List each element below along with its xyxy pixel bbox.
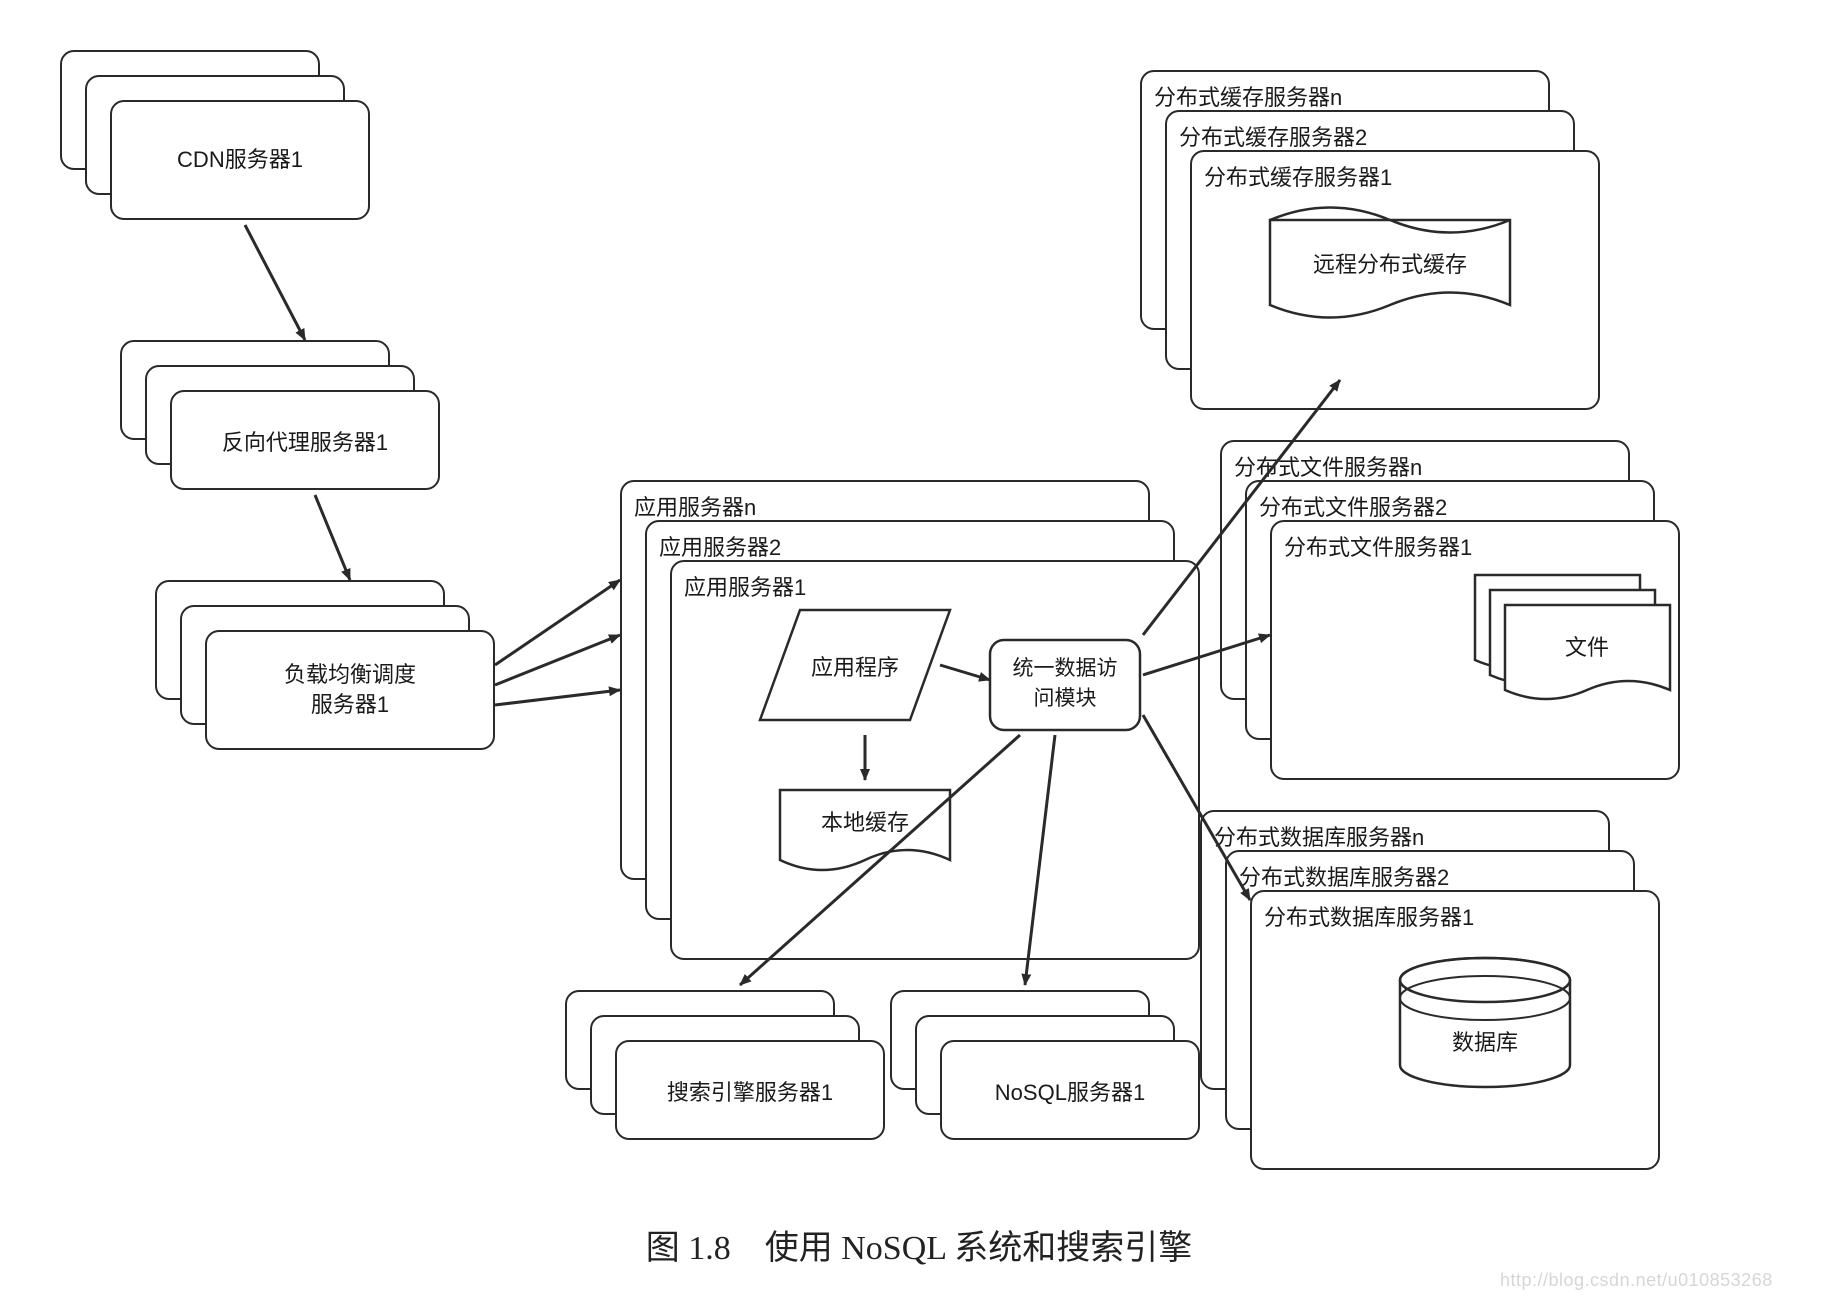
cache-label-1: 分布式缓存服务器1 [1204,160,1392,192]
cache-label-n: 分布式缓存服务器n [1154,80,1342,112]
node-file: 分布式文件服务器n 分布式文件服务器2 分布式文件服务器1 [1220,440,1680,750]
node-proxy: 反向代理服务器1 [120,340,440,490]
node-lb: 负载均衡调度 服务器1 [155,580,495,750]
search-label: 搜索引擎服务器1 [615,1078,885,1108]
cdn-label: CDN服务器1 [110,145,370,175]
app-label-1: 应用服务器1 [684,570,806,602]
file-label-1: 分布式文件服务器1 [1284,530,1472,562]
nosql-label: NoSQL服务器1 [940,1078,1200,1108]
db-label-2: 分布式数据库服务器2 [1239,860,1449,892]
node-db: 分布式数据库服务器n 分布式数据库服务器2 分布式数据库服务器1 [1200,810,1660,1140]
figure-caption: 图 1.8 使用 NoSQL 系统和搜索引擎 [20,1220,1818,1269]
file-label-n: 分布式文件服务器n [1234,450,1422,482]
node-app: 应用服务器n 应用服务器2 应用服务器1 [620,480,1200,930]
node-cache: 分布式缓存服务器n 分布式缓存服务器2 分布式缓存服务器1 [1140,70,1600,380]
watermark-text: http://blog.csdn.net/u010853268 [1500,1270,1773,1291]
app-label-n: 应用服务器n [634,490,756,522]
diagram-canvas: CDN服务器1 反向代理服务器1 负载均衡调度 服务器1 应用服务器n 应用服务… [20,20,1818,1296]
node-search: 搜索引擎服务器1 [565,990,885,1140]
db-label-1: 分布式数据库服务器1 [1264,900,1474,932]
node-nosql: NoSQL服务器1 [890,990,1200,1140]
lb-label: 负载均衡调度 服务器1 [205,660,495,719]
node-cdn: CDN服务器1 [60,50,370,220]
app-label-2: 应用服务器2 [659,530,781,562]
db-label-n: 分布式数据库服务器n [1214,820,1424,852]
proxy-label: 反向代理服务器1 [170,428,440,458]
cache-label-2: 分布式缓存服务器2 [1179,120,1367,152]
file-label-2: 分布式文件服务器2 [1259,490,1447,522]
